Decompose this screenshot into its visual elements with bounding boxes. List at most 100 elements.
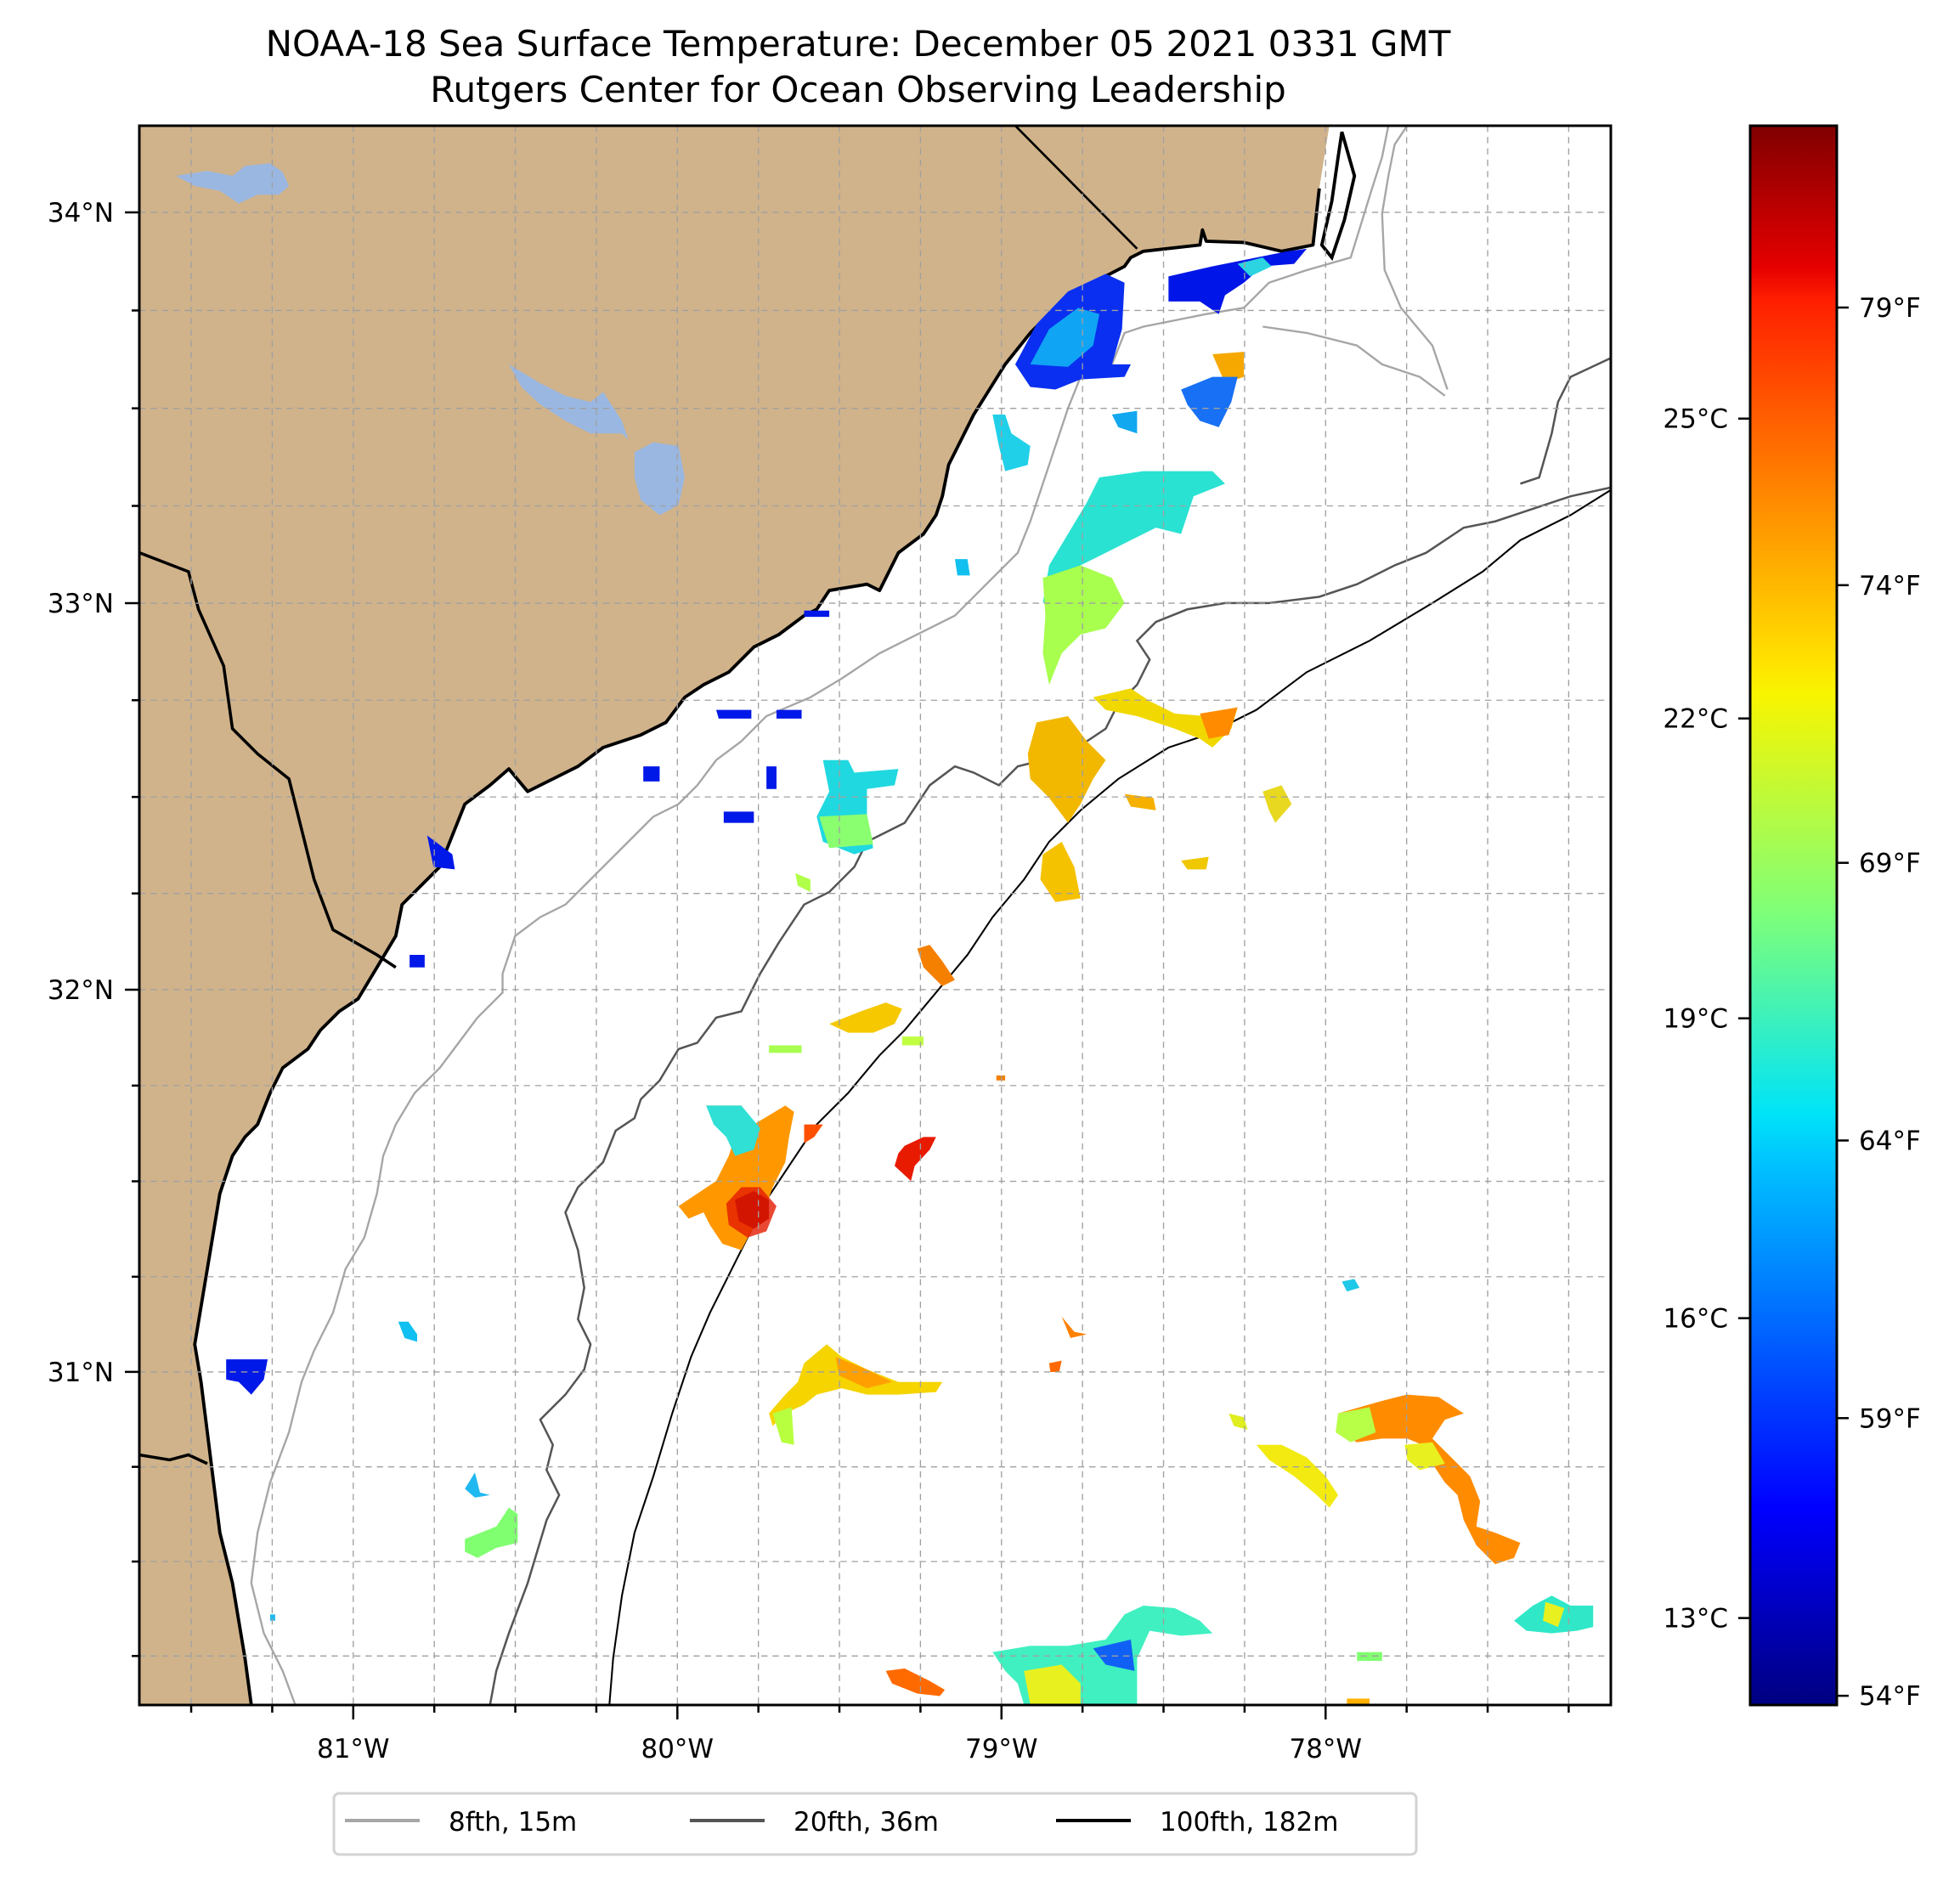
sst-patch-gulf-stream-cool bbox=[706, 1105, 760, 1156]
sst-patch-nearshore-blue-6 bbox=[766, 766, 777, 789]
colorbar-label-celsius: 22°C bbox=[1663, 704, 1728, 735]
colorbar-label-fahrenheit: 64°F bbox=[1859, 1126, 1921, 1156]
colorbar-label-fahrenheit: 79°F bbox=[1859, 293, 1921, 324]
sst-patch-small-warm-1 bbox=[1124, 793, 1156, 810]
map-frame bbox=[138, 124, 1613, 1707]
lake-wateree bbox=[176, 163, 290, 204]
chart-title: NOAA-18 Sea Surface Temperature: Decembe… bbox=[266, 23, 1451, 65]
sst-patch-gulf-stream-edge bbox=[894, 1137, 936, 1182]
sst-patch-small-green-2 bbox=[769, 1045, 802, 1053]
sst-patch-south-green-2 bbox=[1357, 1651, 1382, 1662]
isobath-20fth bbox=[489, 357, 1611, 1705]
sst-patch-nearshore-blue-2 bbox=[723, 811, 754, 823]
sst-patch-southeast-main bbox=[1338, 1394, 1521, 1565]
sst-patch-coast-blue-8 bbox=[776, 709, 802, 719]
sst-patch-small-green-3 bbox=[901, 1036, 924, 1046]
sst-patch-nearshore-small-3 bbox=[954, 559, 970, 576]
sst-patch-far-east-yellow bbox=[1543, 1601, 1565, 1628]
sst-patch-warm-1 bbox=[917, 945, 955, 986]
sst-patch-south-big-blue bbox=[1093, 1639, 1135, 1671]
sst-patch-south-big-yellow bbox=[1024, 1664, 1081, 1705]
legend-label-8fth: 8fth, 15m bbox=[449, 1807, 577, 1838]
sst-patch-south-orange-edge bbox=[1347, 1698, 1370, 1705]
land-area bbox=[139, 126, 1330, 1705]
colorbar-ticks: 25°C 22°C 19°C 16°C 13°C 79°F 74°F 69°F 64°F 59°F… bbox=[1663, 293, 1920, 1712]
sst-patch-nearshore-blue-5 bbox=[410, 954, 425, 968]
colorbar-label-fahrenheit: 59°F bbox=[1859, 1403, 1921, 1434]
lake-moultrie-marion bbox=[508, 364, 629, 440]
sst-patch-gulf-stream-core bbox=[678, 1105, 794, 1251]
x-tick-label: 80°W bbox=[641, 1734, 714, 1764]
sst-patch-nearshore-blue-ga bbox=[226, 1359, 268, 1395]
sst-patch-shelf-break-east-warm bbox=[1200, 707, 1238, 739]
sst-patch-south-green-3 bbox=[465, 1507, 518, 1558]
sst-patch-southeast-2 bbox=[1256, 1444, 1339, 1508]
sst-patch-gulf-stream-red-rim bbox=[726, 1187, 777, 1238]
sst-patch-south-warm-band-hot bbox=[835, 1357, 893, 1389]
sst-patch-small-orange-1 bbox=[1061, 1316, 1087, 1339]
sst-patch-long-bay-east bbox=[1168, 248, 1308, 314]
sst-patch-gulf-stream-spur bbox=[804, 1124, 823, 1143]
x-tick-label: 79°W bbox=[965, 1734, 1038, 1764]
y-tick-label: 32°N bbox=[48, 975, 114, 1006]
isobath-8fth bbox=[250, 126, 1390, 1705]
sst-patch-cyan-2 bbox=[398, 1321, 417, 1342]
state-border-sc-nc bbox=[1014, 126, 1138, 250]
sst-patch-nearshore-small-2 bbox=[1111, 410, 1138, 434]
y-tick-label: 34°N bbox=[48, 198, 114, 229]
sst-patches bbox=[226, 248, 1594, 1705]
colorbar-label-fahrenheit: 54°F bbox=[1859, 1681, 1921, 1712]
sst-patch-shelf-north bbox=[1181, 376, 1238, 427]
legend-box bbox=[332, 1792, 1418, 1856]
sst-patch-south-cyan-small bbox=[465, 1472, 490, 1498]
sst-patch-shelf-mid bbox=[1042, 471, 1225, 603]
x-axis: 81°W 80°W 79°W 78°W bbox=[189, 1705, 1570, 1764]
sst-patch-long-bay-east-warm bbox=[1237, 257, 1272, 277]
y-tick-label: 31°N bbox=[48, 1358, 114, 1388]
sst-patch-southeast-green bbox=[1336, 1407, 1376, 1442]
sst-patch-warm-2 bbox=[829, 1002, 902, 1033]
sst-patch-southeast-yellow bbox=[1404, 1442, 1445, 1471]
colorbar-label-celsius: 19°C bbox=[1663, 1004, 1728, 1035]
sst-patch-mid-shelf-green bbox=[819, 814, 873, 849]
lake-marion-lower bbox=[634, 442, 686, 516]
sst-patch-south-warm-band bbox=[769, 1344, 943, 1426]
sst-patch-outer-shelf bbox=[1027, 715, 1106, 823]
x-tick-label: 81°W bbox=[317, 1734, 390, 1764]
x-tick-label: 78°W bbox=[1289, 1734, 1362, 1764]
legend-label-20fth: 20fth, 36m bbox=[794, 1807, 939, 1838]
sst-patch-small-warm-2 bbox=[1181, 856, 1209, 870]
sst-patch-shelf-mid-south bbox=[1042, 565, 1125, 686]
colorbar-label-fahrenheit: 74°F bbox=[1859, 571, 1921, 601]
sst-patch-south-green-1 bbox=[772, 1407, 794, 1445]
colorbar-label-fahrenheit: 69°F bbox=[1859, 849, 1921, 879]
sst-patch-nearshore-blue-3 bbox=[643, 766, 660, 782]
sst-patch-small-warm-4 bbox=[996, 1075, 1006, 1081]
map-axes bbox=[139, 126, 1611, 1705]
isobath-8fth-east bbox=[1262, 126, 1449, 397]
sst-patch-small-orange-2 bbox=[1048, 1360, 1062, 1372]
sst-patch-outer-shelf-2 bbox=[1040, 841, 1081, 902]
y-tick-label: 33°N bbox=[48, 589, 114, 619]
sst-patch-shelf-break-east bbox=[1093, 688, 1238, 748]
sst-patch-south-orange-1 bbox=[885, 1668, 946, 1697]
colorbar-label-celsius: 16°C bbox=[1663, 1304, 1728, 1335]
state-border-ga-fl bbox=[139, 1453, 208, 1465]
sst-patch-small-green-1 bbox=[795, 872, 811, 893]
sst-patch-small-warm-3 bbox=[1262, 785, 1292, 823]
colorbar bbox=[1748, 124, 1839, 1707]
gridlines bbox=[139, 126, 1611, 1705]
isobath-100fth bbox=[608, 488, 1611, 1705]
legend-label-100fth: 100fth, 182m bbox=[1160, 1807, 1338, 1838]
outer-banks-island bbox=[1319, 131, 1357, 262]
sst-patch-nearshore-blue-1 bbox=[715, 709, 752, 719]
sst-patch-cyan-1 bbox=[1341, 1279, 1360, 1292]
sst-patch-coast-blue-7 bbox=[804, 610, 830, 618]
y-axis: 34°N 33°N 32°N 31°N bbox=[48, 198, 139, 1657]
legend: 8fth, 15m 20fth, 36m 100fth, 182m bbox=[332, 1792, 1418, 1856]
sst-patch-south-small-cyan bbox=[269, 1614, 275, 1621]
colorbar-label-celsius: 25°C bbox=[1663, 404, 1728, 435]
colorbar-label-celsius: 13°C bbox=[1663, 1604, 1728, 1634]
sst-patch-southeast-1 bbox=[1229, 1413, 1248, 1430]
